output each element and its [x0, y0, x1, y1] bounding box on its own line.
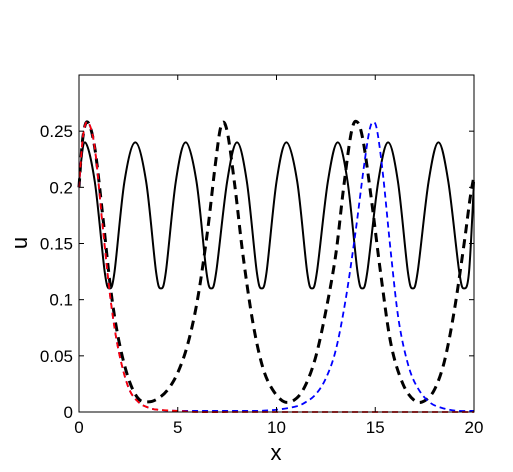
series-layer	[77, 119, 476, 413]
y-tick-label: 0.25	[40, 122, 73, 141]
series-dashed-red	[78, 120, 474, 413]
y-tick-label: 0.2	[49, 178, 73, 197]
x-tick-label: 0	[74, 418, 83, 437]
series-dashed-black	[77, 119, 476, 405]
x-tick-label: 5	[173, 418, 182, 437]
y-tick-label: 0.1	[49, 291, 73, 310]
tick-layer: 0 5 10 15 20 0 0.05 0.1 0.15 0.2 0.25	[40, 75, 484, 437]
x-tick-label: 10	[267, 418, 286, 437]
x-tick-label: 15	[366, 418, 385, 437]
y-axis-label: u	[7, 237, 32, 249]
y-tick-label: 0.05	[40, 347, 73, 366]
series-solid-black	[78, 141, 475, 290]
y-tick-label: 0	[64, 403, 73, 422]
y-tick-label: 0.15	[40, 235, 73, 254]
x-axis-label: x	[271, 440, 282, 465]
x-tick-label: 20	[465, 418, 484, 437]
series-dashed-blue	[78, 120, 475, 412]
